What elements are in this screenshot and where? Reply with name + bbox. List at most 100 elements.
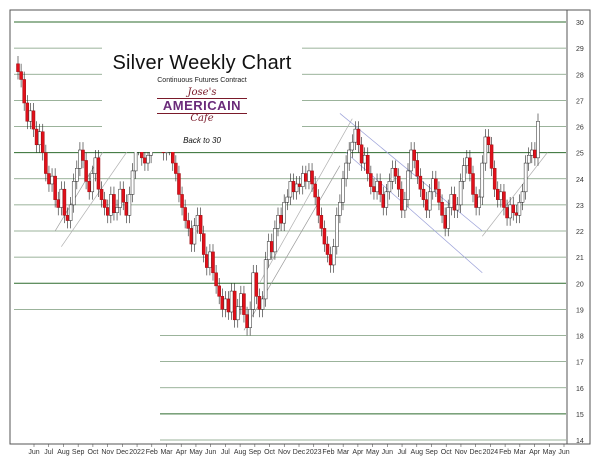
candle-body: [403, 199, 407, 211]
candle-body: [118, 188, 122, 208]
candle-body: [536, 121, 540, 159]
candle-body: [96, 157, 101, 190]
candle-body: [208, 251, 212, 268]
x-tick-label: Dec: [116, 449, 129, 456]
y-tick-label: 17: [576, 360, 584, 367]
candle-body: [449, 194, 454, 208]
candle-body: [372, 186, 376, 193]
candle-body: [486, 136, 491, 146]
candle-body: [22, 79, 26, 104]
candle-body: [112, 194, 116, 213]
new-uptrend-lower: [482, 152, 548, 237]
candle-body: [520, 191, 525, 203]
candle-body: [505, 207, 509, 219]
candle-body: [266, 241, 271, 260]
candle-body: [93, 157, 98, 174]
x-tick-label: Aug: [234, 449, 247, 456]
x-tick-label: Sep: [425, 449, 438, 456]
x-tick-label: Aug: [57, 449, 70, 456]
candle-body: [270, 241, 274, 253]
x-tick-label: Sep: [72, 449, 85, 456]
candle-body: [260, 298, 265, 310]
y-tick-label: 26: [576, 125, 584, 132]
candle-body: [288, 181, 293, 198]
candle-body: [245, 314, 249, 328]
candle-body: [106, 207, 110, 216]
candle-body: [359, 144, 364, 164]
y-tick-label: 16: [576, 386, 584, 393]
candle-body: [418, 175, 423, 190]
candle-body: [102, 199, 107, 208]
candle-body: [366, 154, 370, 174]
x-tick-label: Jun: [28, 449, 39, 456]
candle-body: [514, 212, 519, 216]
candle-body: [474, 194, 478, 208]
candle-body: [328, 254, 333, 266]
candle-body: [205, 254, 209, 268]
candle-body: [273, 228, 277, 253]
candle-body: [217, 285, 221, 297]
candle-body: [502, 191, 506, 208]
candle-body: [81, 149, 85, 161]
candle-body: [109, 194, 113, 216]
cafe-logo: Jose's AMERICAIN Cafe: [157, 88, 247, 130]
candle-body: [56, 199, 60, 208]
candle-body: [381, 194, 385, 208]
candle-body: [523, 162, 528, 193]
candle-body: [452, 194, 457, 211]
candle-body: [130, 170, 135, 195]
candle-body: [480, 162, 485, 198]
x-tick-label: Mar: [160, 449, 173, 456]
y-tick-label: 24: [576, 177, 584, 184]
candle-body: [232, 290, 237, 321]
candle-body: [84, 160, 88, 182]
candle-body: [313, 183, 317, 198]
x-tick-label: 2023: [306, 449, 322, 456]
candle-body: [294, 183, 299, 193]
y-tick-label: 27: [576, 98, 584, 105]
candle-body: [304, 173, 308, 182]
candle-body: [369, 173, 373, 187]
candle-body: [65, 215, 70, 221]
candle-body: [25, 102, 30, 122]
candle-body: [316, 196, 320, 216]
candle-body: [319, 215, 324, 229]
candle-body: [443, 215, 447, 229]
candle-body: [421, 188, 426, 200]
chart-title: Silver Weekly Chart: [112, 52, 292, 74]
candle-body: [477, 196, 481, 208]
candle-body: [146, 154, 150, 164]
y-tick-label: 14: [576, 438, 584, 445]
x-tick-label: Mar: [337, 449, 350, 456]
candle-body: [99, 188, 104, 200]
candle-body: [356, 128, 361, 146]
candle-body: [378, 181, 382, 195]
candle-body: [353, 128, 358, 143]
candle-body: [347, 149, 351, 164]
candle-body: [297, 183, 302, 187]
candle-body: [214, 272, 218, 287]
candle-body: [530, 149, 534, 156]
candle-body: [338, 202, 342, 216]
candle-body: [75, 168, 79, 182]
candle-body: [276, 215, 280, 229]
candle-body: [87, 181, 91, 193]
candle-body: [440, 202, 444, 216]
x-tick-label: Feb: [322, 449, 334, 456]
candle-body: [16, 63, 20, 72]
candle-body: [285, 196, 290, 203]
logo-bottom-text: Cafe: [190, 113, 214, 124]
candle-body: [322, 228, 327, 245]
candle-body: [239, 293, 243, 308]
candle-body: [78, 149, 82, 169]
candle-body: [307, 170, 311, 182]
x-axis: Jun Jul Aug Sep Oct Nov Dec 2022 Feb Mar Apr May Jun…: [28, 444, 570, 456]
candle-body: [71, 181, 76, 206]
candle-body: [526, 154, 531, 164]
x-tick-label: Feb: [146, 449, 158, 456]
x-tick-label: Aug: [411, 449, 424, 456]
candle-body: [400, 188, 404, 211]
candle-body: [50, 175, 54, 185]
chart-note: Back to 30: [183, 136, 221, 145]
x-tick-label: Nov: [278, 449, 291, 456]
